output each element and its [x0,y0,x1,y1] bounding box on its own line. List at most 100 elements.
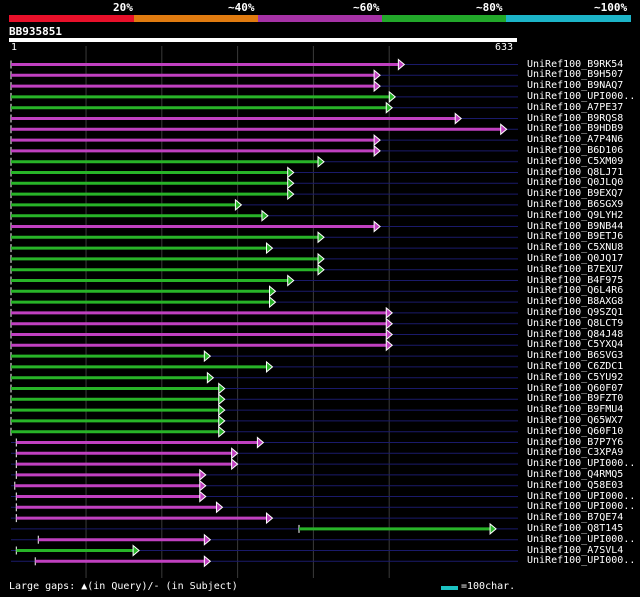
hit-arrow [287,274,295,287]
hit-label[interactable]: UniRef100_Q65WX7 [527,414,624,426]
hit-label[interactable]: UniRef100_B6D106 [527,144,624,156]
hit-arrow [218,404,226,417]
hit-arrow [373,80,381,93]
gaps-legend: Large gaps: ▲(in Query)/- (in Subject) [9,581,238,592]
hit-label[interactable]: UniRef100_B9ETJ6 [527,231,624,243]
hit-arrow [373,144,381,157]
hit-label[interactable]: UniRef100_B9NB44 [527,220,624,232]
hit-label[interactable]: UniRef100_B9RQS8 [527,112,624,124]
hit-arrow [489,522,497,535]
legend-label-80: ~80% [476,1,503,14]
hit-arrow [218,414,226,427]
hit-arrow [269,285,277,298]
hit-label[interactable]: UniRef100_C5YU92 [527,371,624,383]
hit-arrow [203,533,212,546]
hit-label[interactable]: UniRef100_A7PE37 [527,101,624,113]
hit-label[interactable]: UniRef100_B7P7Y6 [527,436,624,448]
hit-label[interactable]: UniRef100_C5YXQ4 [527,339,624,351]
hit-label[interactable]: UniRef100_Q60F07 [527,382,624,394]
hit-arrow [206,371,215,384]
hit-label[interactable]: UniRef100_Q8T145 [527,522,624,534]
hit-arrow [454,112,462,125]
hit-arrow [500,123,508,136]
hit-label[interactable]: UniRef100_C6ZDC1 [527,360,624,372]
hit-label[interactable]: UniRef100_B9NAQ7 [527,80,624,92]
hit-label[interactable]: UniRef100_B4F975 [527,274,624,286]
hit-arrow [373,134,381,147]
legend-label-40: ~40% [228,1,255,14]
hit-arrow [373,69,381,82]
ruler-start-label: 1 [11,42,18,53]
ruler-end-label: 633 [495,42,514,53]
hit-label[interactable]: UniRef100_UPI000.. [527,90,636,102]
hit-label[interactable]: UniRef100_B9H507 [527,69,624,81]
hit-label[interactable]: UniRef100_A7SVL4 [527,544,624,556]
hit-arrow [287,177,295,190]
legend-label-20: 20% [113,1,133,14]
hit-arrow [317,231,325,244]
legend-label-100: ~100% [594,1,628,14]
hit-arrow [385,317,394,330]
hit-label[interactable]: UniRef100_C3XPA9 [527,447,624,459]
hit-bars [10,58,518,568]
hit-arrow [215,501,224,514]
query-bar [9,38,517,42]
hit-arrow [199,490,207,503]
hit-label[interactable]: UniRef100_UPI000.. [527,555,636,567]
hit-label[interactable]: UniRef100_B8AXG8 [527,296,624,308]
hit-label[interactable]: UniRef100_Q0JQ17 [527,252,624,264]
hit-arrow [269,296,277,309]
hit-label[interactable]: UniRef100_UPI000.. [527,533,636,545]
hit-label[interactable]: UniRef100_C5XNU8 [527,242,624,254]
hit-arrow [385,306,394,319]
legend-label-60: ~60% [353,1,380,14]
scale-label: =100char. [461,581,516,592]
hit-label[interactable]: UniRef100_Q4RMQ5 [527,468,624,480]
hit-arrow [261,209,269,222]
hit-label[interactable]: UniRef100_Q8LJ71 [527,166,624,178]
hit-arrow [265,242,274,255]
hit-label[interactable]: UniRef100_Q6L4R6 [527,285,624,297]
hit-arrow [265,512,274,525]
hit-label[interactable]: UniRef100_B6SGX9 [527,198,624,210]
hit-arrow [385,328,394,341]
hit-label[interactable]: UniRef100_Q60F10 [527,425,624,437]
hit-label[interactable]: UniRef100_Q9LYH2 [527,209,624,221]
hit-label[interactable]: UniRef100_B7EXU7 [527,263,624,275]
legend-bar-80 [382,15,506,22]
hit-label[interactable]: UniRef100_Q0JLQ0 [527,177,624,189]
hit-arrow [218,425,226,438]
hit-label[interactable]: UniRef100_UPI000.. [527,501,636,513]
hit-label[interactable]: UniRef100_A7P4N6 [527,134,624,146]
hit-arrow [218,393,226,406]
hit-arrow [199,479,207,492]
hit-arrow [256,436,265,449]
scale-bar [441,586,458,590]
hit-arrow [203,555,212,568]
hit-label[interactable]: UniRef100_Q9SZQ1 [527,306,624,318]
hit-label[interactable]: UniRef100_Q58E03 [527,479,624,491]
legend-bar-40 [134,15,258,22]
hit-label[interactable]: UniRef100_B6SVG3 [527,350,624,362]
hit-label[interactable]: UniRef100_UPI000.. [527,458,636,470]
hit-arrow [265,360,274,373]
hit-label[interactable]: UniRef100_Q8LCT9 [527,317,624,329]
query-id: BB935851 [9,25,62,38]
hit-label[interactable]: UniRef100_B9HDB9 [527,123,624,135]
hit-label[interactable]: UniRef100_UPI000.. [527,490,636,502]
hit-arrow [234,198,243,211]
hit-label[interactable]: UniRef100_B9RK54 [527,58,624,70]
hit-label[interactable]: UniRef100_B9FMU4 [527,404,624,416]
hit-label[interactable]: UniRef100_B7QE74 [527,512,624,524]
hit-arrow [203,350,212,363]
legend-bar-100 [506,15,631,22]
hit-arrow [385,101,394,114]
hit-arrow [199,468,207,481]
hit-label[interactable]: UniRef100_C5XM09 [527,155,624,167]
hit-label[interactable]: UniRef100_B9EXQ7 [527,188,624,200]
hit-arrow [385,339,394,352]
hit-arrow [132,544,140,557]
hit-arrow [373,220,381,233]
hit-label[interactable]: UniRef100_B9FZT0 [527,393,624,405]
hit-label[interactable]: UniRef100_Q84J48 [527,328,624,340]
